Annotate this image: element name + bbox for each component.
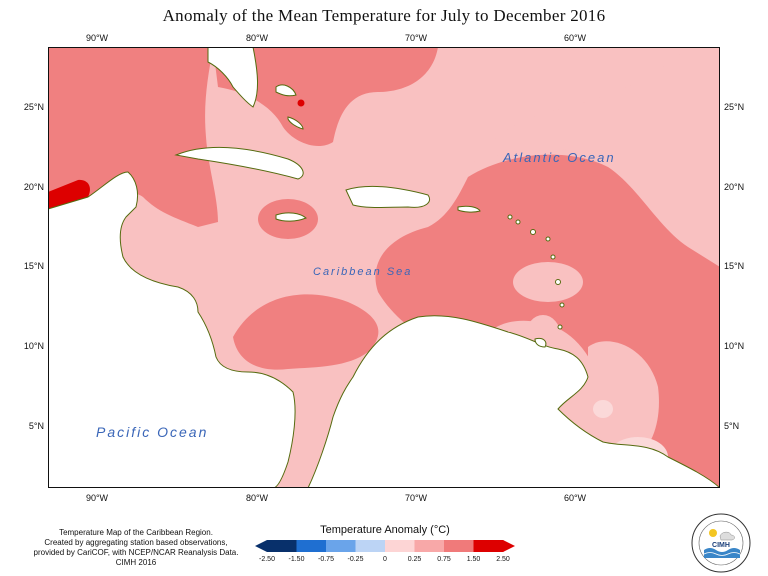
lon-tick-top: 80°W [245, 33, 269, 43]
legend-tick-label: 0.75 [437, 556, 451, 563]
jamaica-land [275, 212, 307, 222]
credit-line: provided by CariCOF, with NCEP/NCAR Rean… [33, 548, 239, 557]
trinidad-land [534, 338, 547, 348]
lesser-antilles-land [559, 302, 565, 308]
cimh-logo-icon: CIMH [691, 513, 751, 573]
legend-swatch [385, 540, 415, 552]
map-frame [48, 47, 720, 488]
pacific-ocean-label: Pacific Ocean [96, 424, 209, 440]
credit-line: Created by aggregating station based obs… [44, 538, 228, 547]
credit-line: Temperature Map of the Caribbean Region. [59, 528, 213, 537]
map-title: Anomaly of the Mean Temperature for July… [162, 6, 606, 25]
lon-tick-top: 70°W [404, 33, 428, 43]
legend-swatch [414, 540, 445, 552]
anomaly-zone-high [213, 47, 438, 147]
lesser-antilles-land [550, 254, 556, 260]
atlantic-ocean-label: Atlantic Ocean [503, 150, 616, 165]
lat-tick-right: 20°N [724, 182, 745, 192]
lesser-antilles-land [515, 219, 521, 225]
legend-title: Temperature Anomaly (°C) [320, 524, 450, 536]
lon-tick-top: 90°W [85, 33, 109, 43]
lon-tick-bottom: 80°W [245, 493, 269, 503]
lat-tick-right: 10°N [724, 341, 745, 351]
lat-tick-right: 15°N [724, 261, 745, 271]
lesser-antilles-land [530, 229, 536, 235]
anomaly-zone-lowest [593, 400, 613, 418]
anomaly-zone-extreme [48, 179, 90, 209]
anomaly-zone-low [468, 47, 720, 267]
bahamas-land [287, 116, 304, 130]
legend-arrow-right [503, 540, 515, 552]
lat-tick-right: 5°N [724, 421, 740, 431]
legend-tick-label: 0.25 [407, 556, 422, 563]
puerto-rico-land [457, 205, 481, 213]
lon-tick-bottom: 90°W [85, 493, 109, 503]
lon-tick-top: 60°W [563, 33, 587, 43]
lat-tick-left: 25°N [23, 102, 44, 112]
anomaly-zone-low [588, 341, 659, 467]
legend-swatch [296, 540, 327, 552]
legend-tick-label: -1.50 [288, 556, 305, 563]
lat-tick-right: 25°N [724, 102, 745, 112]
legend-tick-label: 0 [383, 556, 387, 563]
credit-line: CIMH 2016 [115, 558, 157, 567]
south-america-land [307, 315, 720, 488]
lesser-antilles-land [507, 214, 513, 220]
lat-tick-left: 20°N [23, 182, 44, 192]
legend-tick-label: -0.75 [318, 556, 334, 563]
lesser-antilles-land [555, 279, 561, 285]
anomaly-zone-high [233, 294, 379, 370]
lon-tick-bottom: 60°W [563, 493, 587, 503]
legend-tick-label: -0.25 [347, 556, 364, 563]
lesser-antilles-land [545, 236, 551, 242]
anomaly-zone-low [513, 262, 583, 302]
legend-swatch [355, 540, 386, 552]
lon-tick-bottom: 70°W [404, 493, 428, 503]
bahamas-land [275, 84, 297, 97]
florida-land [207, 47, 258, 108]
lat-tick-left: 10°N [23, 341, 44, 351]
lat-tick-left: 5°N [28, 421, 44, 431]
hispaniola-land [345, 185, 431, 208]
cuba-land [174, 146, 304, 180]
caribbean-sea-label: Caribbean Sea [313, 266, 413, 278]
logo-text: CIMH [712, 542, 730, 549]
legend-tick-label: 2.50 [496, 556, 510, 563]
lesser-antilles-land [557, 324, 563, 330]
map-credit: Temperature Map of the Caribbean Region.… [6, 528, 266, 568]
anomaly-zone-extreme [297, 99, 305, 107]
central-america-land [48, 171, 296, 488]
anomaly-map [48, 47, 720, 488]
lat-tick-left: 15°N [23, 261, 44, 271]
landmass-outlines [48, 47, 720, 488]
legend-tick-label: 1.50 [466, 556, 481, 563]
legend-swatch [444, 540, 474, 552]
legend-swatch [326, 540, 356, 552]
legend-colorbar [255, 540, 515, 552]
legend-swatch [473, 540, 504, 552]
legend-arrow-left [255, 540, 267, 552]
legend-tick-label: -2.50 [259, 556, 275, 563]
legend-swatch [267, 540, 297, 552]
